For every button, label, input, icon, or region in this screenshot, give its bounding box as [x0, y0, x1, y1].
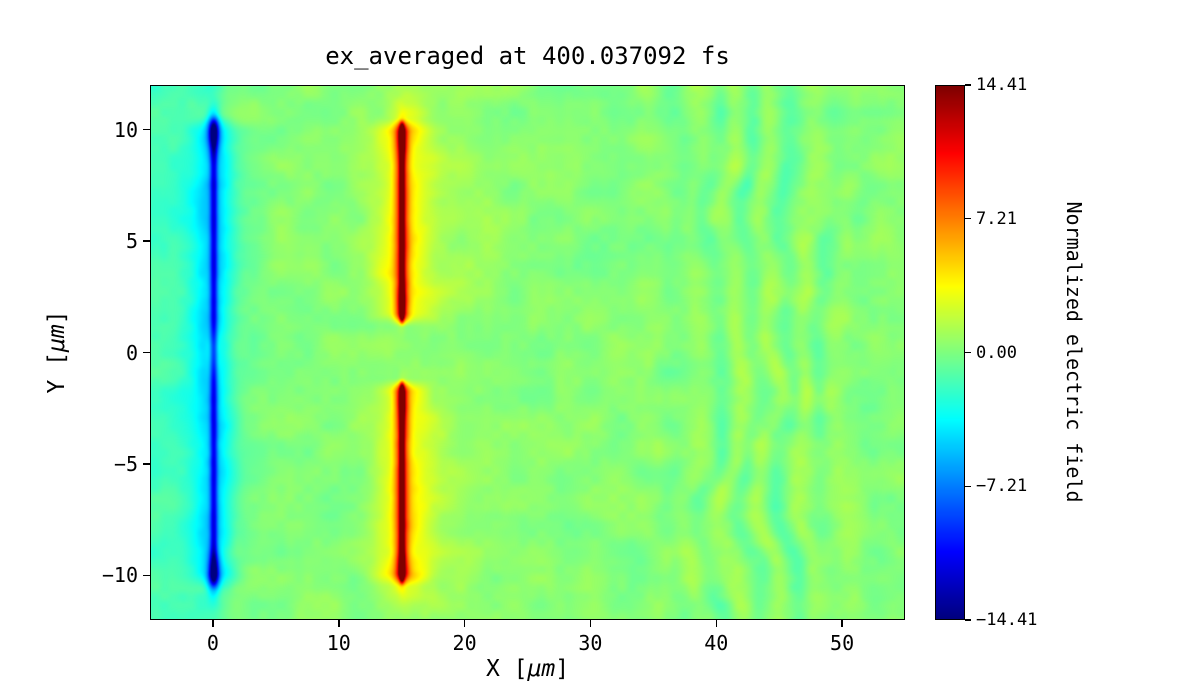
y-tick-mark	[143, 351, 150, 354]
y-tick-mark	[143, 128, 150, 131]
y-tick-label: 5	[125, 229, 138, 254]
x-tick-mark	[715, 620, 717, 627]
x-tick-label: 0	[206, 631, 219, 655]
y-tick-label: 10	[113, 117, 138, 142]
x-tick-label: 30	[578, 631, 603, 655]
colorbar-tick-mark	[965, 619, 971, 621]
colorbar-tick-label: 7.21	[976, 208, 1017, 229]
chart-title: ex_averaged at 400.037092 fs	[325, 42, 730, 70]
x-tick-mark	[589, 620, 592, 627]
colorbar	[935, 85, 965, 620]
colorbar-tick-mark	[965, 217, 971, 220]
x-tick-label: 10	[326, 631, 351, 655]
colorbar-tick-label: 0.00	[976, 342, 1017, 363]
y-tick-label: 0	[125, 340, 138, 365]
x-tick-mark	[212, 620, 214, 627]
heatmap-canvas	[151, 86, 904, 619]
y-tick-label: −10	[101, 563, 138, 588]
x-axis-label-post: ]	[555, 656, 570, 682]
x-axis-label: X [μm]	[150, 656, 905, 682]
y-tick-mark	[143, 240, 150, 242]
colorbar-tick-mark	[965, 485, 971, 488]
plot-area	[150, 85, 905, 620]
y-tick-label: −5	[113, 451, 138, 476]
x-tick-mark	[463, 620, 466, 627]
colorbar-tick-label: −7.21	[976, 476, 1028, 497]
colorbar-tick-mark	[965, 351, 971, 354]
x-axis-label-unit: μm	[527, 656, 556, 682]
y-tick-mark	[143, 574, 150, 577]
colorbar-tick-label: −14.41	[976, 610, 1038, 630]
colorbar-canvas	[936, 86, 964, 619]
x-tick-label: 20	[452, 631, 477, 655]
y-tick-mark	[143, 463, 150, 465]
colorbar-tick-label: 14.41	[976, 75, 1028, 95]
x-tick-label: 40	[704, 631, 729, 655]
colorbar-tick-mark	[965, 84, 971, 86]
x-tick-label: 50	[830, 631, 855, 655]
x-tick-mark	[338, 620, 340, 627]
y-axis-label-post: ]	[44, 310, 70, 325]
x-tick-mark	[841, 620, 843, 627]
x-axis-label-pre: X [	[485, 656, 528, 682]
